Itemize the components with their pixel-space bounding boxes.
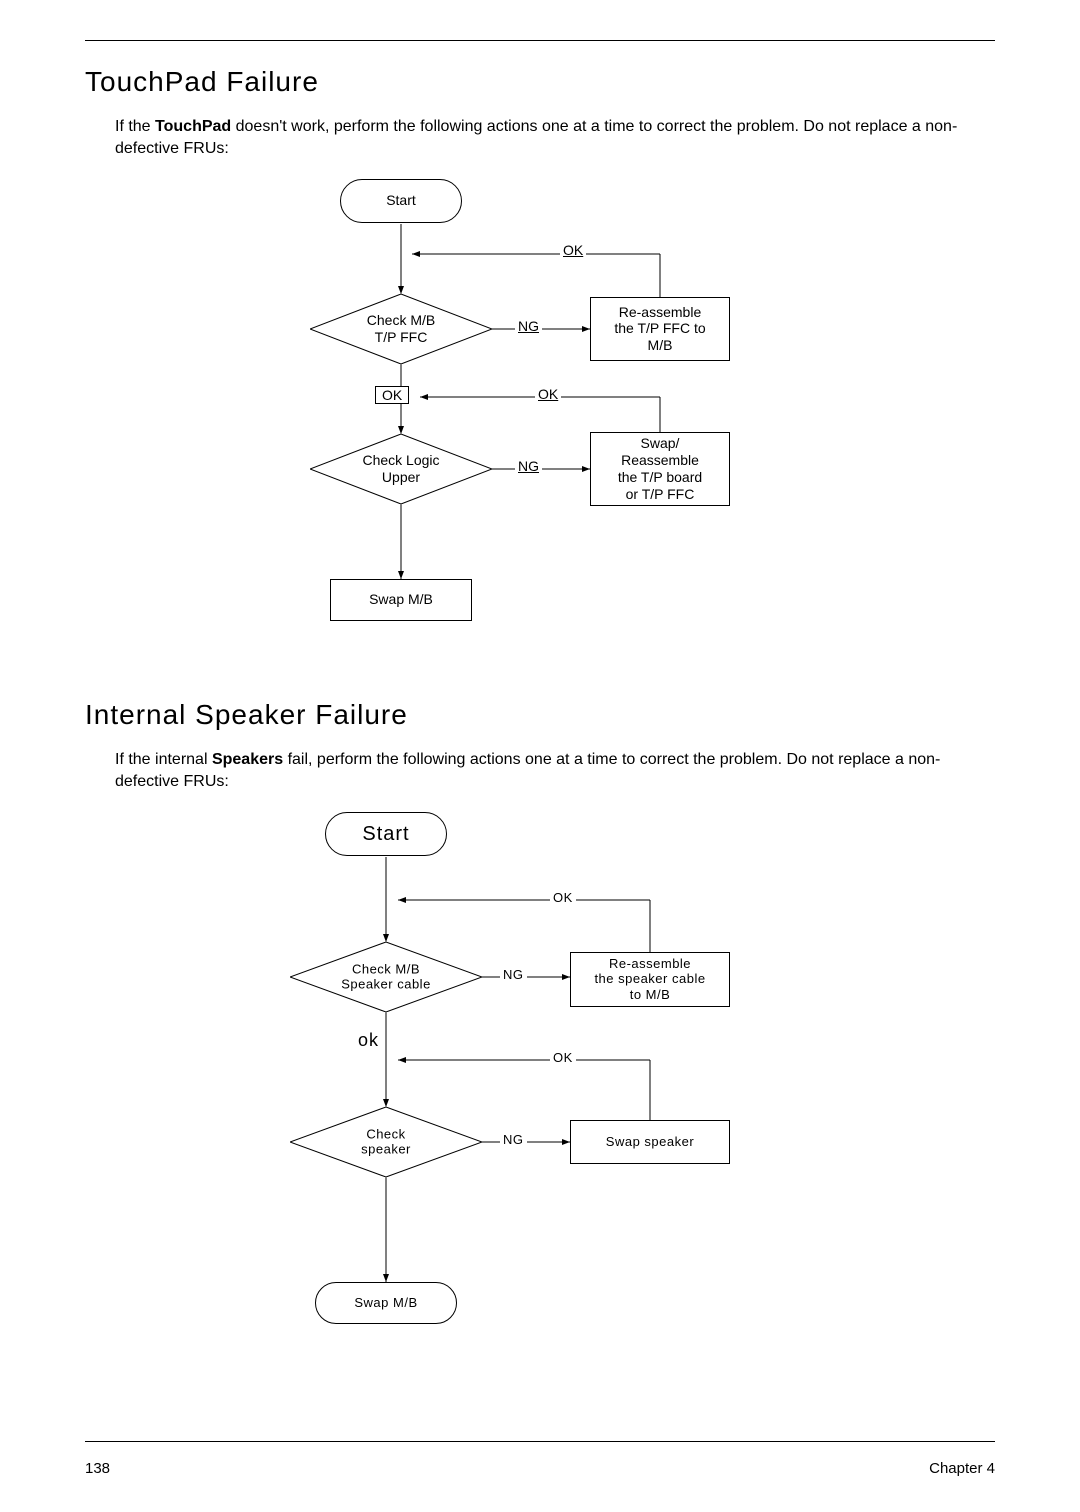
label-ng-2b: NG bbox=[500, 1132, 527, 1147]
label-ng-1: NG bbox=[515, 318, 542, 334]
section1-title: TouchPad Failure bbox=[85, 66, 995, 98]
label-ng-2: NG bbox=[515, 458, 542, 474]
node-start: Start bbox=[340, 179, 462, 223]
node-swap-mb: Swap M/B bbox=[330, 579, 472, 621]
node-swap-mb-2: Swap M/B bbox=[315, 1282, 457, 1324]
node-check-mb-tp: Check M/B T/P FFC bbox=[310, 294, 492, 364]
section2-title: Internal Speaker Failure bbox=[85, 699, 995, 731]
label-ok-top: OK bbox=[550, 890, 576, 905]
label-ok-2b: OK bbox=[535, 386, 561, 402]
node-reassemble-speaker: Re-assemble the speaker cable to M/B bbox=[570, 952, 730, 1007]
label-ok-mid: OK bbox=[550, 1050, 576, 1065]
label-ng-1b: NG bbox=[500, 967, 527, 982]
node-swap-tp: Swap/ Reassemble the T/P board or T/P FF… bbox=[590, 432, 730, 506]
touchpad-flowchart: Start Check M/B T/P FFC Re-assemble the … bbox=[260, 179, 820, 659]
node-check-speaker: Check speaker bbox=[290, 1107, 482, 1177]
top-rule bbox=[85, 40, 995, 41]
label-ok-2a: OK bbox=[375, 386, 409, 404]
label-ok-1: OK bbox=[560, 242, 586, 258]
section1-intro: If the TouchPad doesn't work, perform th… bbox=[115, 116, 995, 161]
speaker-flowchart: Start Check M/B Speaker cable Re-assembl… bbox=[260, 812, 820, 1372]
node-check-mb-speaker: Check M/B Speaker cable bbox=[290, 942, 482, 1012]
section2-intro: If the internal Speakers fail, perform t… bbox=[115, 749, 995, 794]
chapter-label: Chapter 4 bbox=[929, 1460, 995, 1477]
node-reassemble-tp: Re-assemble the T/P FFC to M/B bbox=[590, 297, 730, 361]
bottom-rule bbox=[85, 1441, 995, 1442]
node-check-logic: Check Logic Upper bbox=[310, 434, 492, 504]
node-swap-speaker: Swap speaker bbox=[570, 1120, 730, 1164]
page-footer: 138 Chapter 4 bbox=[85, 1460, 995, 1477]
page-number: 138 bbox=[85, 1460, 110, 1477]
label-ok-big: ok bbox=[358, 1030, 379, 1051]
node-start-2: Start bbox=[325, 812, 447, 856]
